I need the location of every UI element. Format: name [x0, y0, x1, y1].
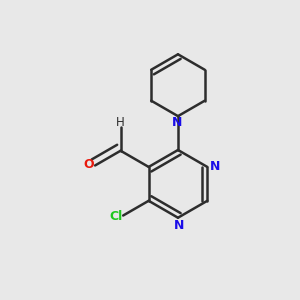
Text: N: N — [210, 160, 221, 172]
Text: H: H — [116, 116, 124, 129]
Text: N: N — [174, 219, 184, 232]
Text: N: N — [172, 116, 182, 128]
Text: O: O — [83, 158, 94, 171]
Text: Cl: Cl — [109, 210, 122, 223]
